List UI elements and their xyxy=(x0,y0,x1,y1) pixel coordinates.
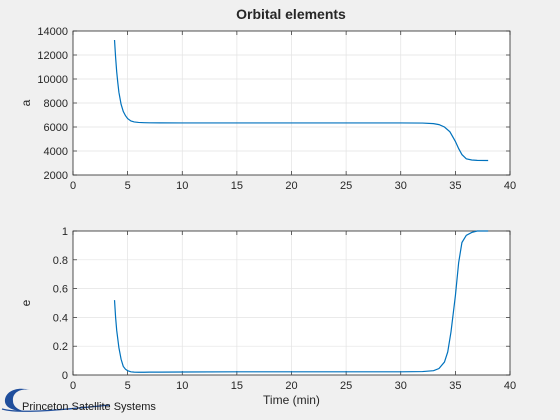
x-tick-label: 35 xyxy=(449,180,461,192)
y-tick-label: 12000 xyxy=(37,50,68,62)
y-tick-label: 2000 xyxy=(44,170,68,182)
y-axis-label: e xyxy=(19,299,33,306)
logo-swoosh-icon xyxy=(4,388,31,411)
x-tick-label: 20 xyxy=(285,380,297,392)
axes-semimajor-axis: 0 5 10 15 20 25 30 35 40 2000 4000 6000 8000 10000 120… xyxy=(19,26,516,192)
x-tick-label: 10 xyxy=(176,380,188,392)
axes-eccentricity: 0 5 10 15 20 25 30 35 40 0 0.2 0.4 0.6 0.8 1 e Time (min… xyxy=(19,226,516,407)
y-tick-label: 6000 xyxy=(44,122,68,134)
y-tick-label: 0.8 xyxy=(53,255,68,267)
x-tick-label: 10 xyxy=(176,180,188,192)
logo-underline-icon xyxy=(1,404,111,412)
y-tick-label: 0.2 xyxy=(53,341,68,353)
y-axis-label: a xyxy=(19,99,33,106)
x-tick-label: 5 xyxy=(125,380,131,392)
x-tick-label: 25 xyxy=(340,380,352,392)
y-tick-label: 10000 xyxy=(37,74,68,86)
x-tick-label: 5 xyxy=(125,180,131,192)
figure-title: Orbital elements xyxy=(236,6,346,22)
x-axis-label: Time (min) xyxy=(263,393,320,407)
series-line xyxy=(113,230,489,373)
x-tick-label: 40 xyxy=(504,380,516,392)
x-tick-label: 30 xyxy=(395,180,407,192)
x-tick-label: 25 xyxy=(340,180,352,192)
y-tick-label: 1 xyxy=(62,226,68,238)
series-line xyxy=(113,39,489,162)
y-tick-label: 0.4 xyxy=(53,312,68,324)
y-tick-label: 4000 xyxy=(44,146,68,158)
x-tick-label: 30 xyxy=(395,380,407,392)
y-tick-label: 0.6 xyxy=(53,284,68,296)
x-tick-label: 35 xyxy=(449,380,461,392)
x-tick-label: 40 xyxy=(504,180,516,192)
y-tick-label: 14000 xyxy=(37,26,68,38)
x-tick-label: 0 xyxy=(70,380,76,392)
x-tick-label: 15 xyxy=(231,180,243,192)
logo-text: Princeton Satellite Systems xyxy=(22,401,156,413)
x-tick-label: 20 xyxy=(285,180,297,192)
x-tick-label: 15 xyxy=(231,380,243,392)
y-tick-label: 0 xyxy=(62,370,68,382)
y-tick-label: 8000 xyxy=(44,98,68,110)
princeton-logo: Princeton Satellite Systems xyxy=(1,388,156,413)
x-tick-label: 0 xyxy=(70,180,76,192)
